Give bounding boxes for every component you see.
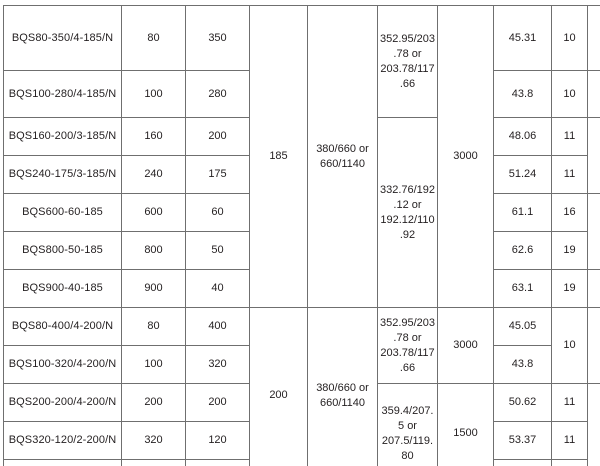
- table-row: BQS600-60-185 600 60 61.1 16 200: [3, 193, 600, 270]
- cell-pump-model: BQS100-320/4-200/N: [3, 345, 122, 384]
- table-row: BQS800-50-185 800 50 62.6 19: [3, 231, 600, 270]
- cell-flow-rate: 80: [121, 5, 186, 71]
- cell-outlet-diameter: 200: [587, 193, 600, 270]
- cell-outlet-diameter: 150: [587, 117, 600, 194]
- cell-flow-rate: 600: [121, 193, 186, 232]
- cell-flow-rate: 320: [121, 421, 186, 460]
- cell-pump-model: BQS100-280/4-185/N: [3, 70, 122, 118]
- cell-head: 280: [185, 70, 250, 118]
- cell-weight: 63.1: [493, 269, 552, 308]
- cell-pump-model: BQS240-175/3-185/N: [3, 155, 122, 194]
- cell-cable-length: 10: [551, 70, 588, 118]
- cell-cable-length: 19: [551, 231, 588, 270]
- cell-motor-power: 200: [249, 307, 308, 466]
- cell-weight: 45.05: [493, 307, 552, 346]
- cell-pump-model: BQS200-200/4-200/N: [3, 383, 122, 422]
- cell-weight: 51.24: [493, 155, 552, 194]
- cell-cable-length: 16: [551, 193, 588, 232]
- cell-head: 120: [185, 421, 250, 460]
- cell-pump-model: BQS80-350/4-185/N: [3, 5, 122, 71]
- cell-rotating-speed: 3000: [437, 307, 494, 384]
- cell-pump-model: BQS160-200/3-185/N: [3, 117, 122, 156]
- cell-cable-length: 10: [551, 307, 588, 384]
- cell-weight: 61.1: [493, 193, 552, 232]
- cell-flow-rate: 100: [121, 345, 186, 384]
- cell-outlet-diameter: 100: [587, 307, 600, 384]
- cell-flow-rate: 200: [121, 383, 186, 422]
- cell-head: 60: [185, 193, 250, 232]
- table-row: BQS240-175/3-185/N 240 175 51.24 11: [3, 155, 600, 194]
- cell-head: 350: [185, 5, 250, 71]
- table-row: BQS200-200/4-200/N 200 200 359.4/207.5 o…: [3, 383, 600, 466]
- cell-rated-current: 359.4/207.5 or 207.5/119.80: [377, 383, 438, 466]
- table-body: BQS80-350/4-185/N 80 350 185 380/660 or …: [3, 5, 600, 466]
- cell-rated-current: 332.76/192.12 or 192.12/110.92: [377, 117, 438, 308]
- cell-outlet-diameter: 100: [587, 70, 600, 118]
- cell-cable-length: 11: [551, 383, 588, 422]
- cell-cable-length: 11: [551, 155, 588, 194]
- cell-rotating-speed: 1500: [437, 383, 494, 466]
- cell-rated-current: 352.95/203.78 or 203.78/117.66: [377, 307, 438, 384]
- table-row: BQS160-200/3-185/N 160 200 332.76/192.12…: [3, 117, 600, 308]
- cell-weight: 53.37: [493, 421, 552, 460]
- cell-rated-voltage: 380/660 or 660/1140: [307, 5, 378, 308]
- cell-head: 200: [185, 117, 250, 156]
- cell-pump-model: BQS80-400/4-200/N: [3, 307, 122, 346]
- cell-flow-rate: 80: [121, 307, 186, 346]
- cell-weight: 47.97: [493, 459, 552, 466]
- cell-weight: 62.6: [493, 231, 552, 270]
- cell-flow-rate: 100: [121, 70, 186, 118]
- cell-pump-model: BQS800-50-185: [3, 231, 122, 270]
- table-row: BQS100-280/4-185/N 100 280 43.8 10 100: [3, 70, 600, 118]
- cell-outlet-diameter: 100: [587, 5, 600, 71]
- cell-head: 175: [185, 155, 250, 194]
- cell-head: 40: [185, 269, 250, 308]
- cell-cable-length: 11: [551, 421, 588, 460]
- cell-weight: 48.06: [493, 117, 552, 156]
- cell-rated-current: 352.95/203.78 or 203.78/117.66: [377, 5, 438, 118]
- cell-weight: 43.8: [493, 345, 552, 384]
- cell-cable-length: 11: [551, 117, 588, 156]
- cell-rated-voltage: 380/660 or 660/1140: [307, 307, 378, 466]
- cell-head: 50: [185, 231, 250, 270]
- cell-rotating-speed: 3000: [437, 5, 494, 308]
- pump-specification-table: BQS80-350/4-185/N 80 350 185 380/660 or …: [3, 5, 600, 466]
- cell-outlet-diameter: 150: [587, 383, 600, 466]
- cell-outlet-diameter: 300: [587, 269, 600, 308]
- cell-weight: 45.31: [493, 5, 552, 71]
- table-row: BQS80-350/4-185/N 80 350 185 380/660 or …: [3, 5, 600, 308]
- cell-pump-model: BQS600-60-185: [3, 193, 122, 232]
- cell-weight: 50.62: [493, 383, 552, 422]
- table-row: BQS100-320/4-200/N 100 320 43.8: [3, 345, 600, 384]
- cell-pump-model: BQS320-120/2-200/N: [3, 421, 122, 460]
- cell-head: 400: [185, 307, 250, 346]
- cell-flow-rate: 800: [121, 231, 186, 270]
- cell-head: 250: [185, 459, 250, 466]
- cell-flow-rate: 240: [121, 155, 186, 194]
- cell-motor-power: 185: [249, 5, 308, 308]
- table-row: BQS320-120/2-200/N 320 120 53.37 11: [3, 421, 600, 460]
- cell-cable-length: 19: [551, 269, 588, 308]
- cell-pump-model: BQS150-250/4: [3, 459, 122, 466]
- cell-flow-rate: 160: [121, 117, 186, 156]
- cell-cable-length: 11: [551, 459, 588, 466]
- cell-flow-rate: 150: [121, 459, 186, 466]
- cell-flow-rate: 900: [121, 269, 186, 308]
- cell-head: 200: [185, 383, 250, 422]
- cell-weight: 43.8: [493, 70, 552, 118]
- cell-pump-model: BQS900-40-185: [3, 269, 122, 308]
- cell-head: 320: [185, 345, 250, 384]
- table-row: BQS80-400/4-200/N 80 400 200 380/660 or …: [3, 307, 600, 466]
- cell-cable-length: 10: [551, 5, 588, 71]
